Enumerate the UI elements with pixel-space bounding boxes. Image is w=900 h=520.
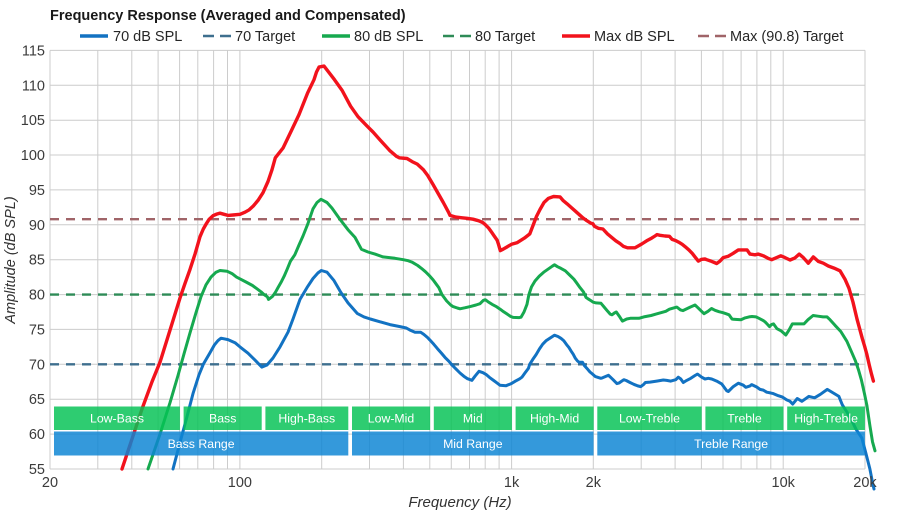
- svg-text:80 dB SPL: 80 dB SPL: [354, 29, 423, 45]
- svg-text:Low-Mid: Low-Mid: [368, 412, 415, 426]
- svg-text:Bass: Bass: [209, 412, 236, 426]
- svg-text:70 Target: 70 Target: [235, 29, 295, 45]
- svg-text:100: 100: [228, 475, 252, 491]
- svg-text:55: 55: [29, 462, 45, 478]
- svg-text:65: 65: [29, 392, 45, 408]
- svg-text:95: 95: [29, 183, 45, 199]
- svg-text:70: 70: [29, 357, 45, 373]
- svg-text:80 Target: 80 Target: [475, 29, 535, 45]
- svg-text:High-Bass: High-Bass: [278, 412, 335, 426]
- svg-text:90: 90: [29, 218, 45, 234]
- svg-text:Bass Range: Bass Range: [168, 437, 235, 451]
- svg-text:Amplitude (dB SPL): Amplitude (dB SPL): [3, 196, 19, 324]
- svg-text:2k: 2k: [586, 475, 602, 491]
- svg-text:20k: 20k: [853, 475, 877, 491]
- svg-text:60: 60: [29, 427, 45, 443]
- svg-text:Treble: Treble: [727, 412, 762, 426]
- svg-text:1k: 1k: [504, 475, 520, 491]
- svg-text:10k: 10k: [772, 475, 796, 491]
- svg-text:Low-Bass: Low-Bass: [90, 412, 144, 426]
- svg-text:Max (90.8) Target: Max (90.8) Target: [730, 29, 843, 45]
- svg-text:Low-Treble: Low-Treble: [619, 412, 680, 426]
- svg-text:20: 20: [42, 475, 58, 491]
- svg-text:Treble Range: Treble Range: [694, 437, 768, 451]
- svg-text:Frequency Response (Averaged a: Frequency Response (Averaged and Compens…: [50, 8, 406, 24]
- svg-text:Max dB SPL: Max dB SPL: [594, 29, 675, 45]
- svg-text:Mid Range: Mid Range: [443, 437, 503, 451]
- svg-text:100: 100: [21, 148, 45, 164]
- svg-text:80: 80: [29, 288, 45, 304]
- svg-text:105: 105: [21, 113, 45, 129]
- svg-text:75: 75: [29, 322, 45, 338]
- svg-text:110: 110: [22, 78, 45, 94]
- svg-text:High-Mid: High-Mid: [530, 412, 579, 426]
- svg-text:Mid: Mid: [463, 412, 483, 426]
- svg-text:70 dB SPL: 70 dB SPL: [113, 29, 182, 45]
- svg-text:85: 85: [29, 253, 45, 269]
- svg-text:High-Treble: High-Treble: [794, 412, 858, 426]
- svg-text:115: 115: [22, 43, 45, 59]
- svg-text:Frequency (Hz): Frequency (Hz): [408, 494, 511, 511]
